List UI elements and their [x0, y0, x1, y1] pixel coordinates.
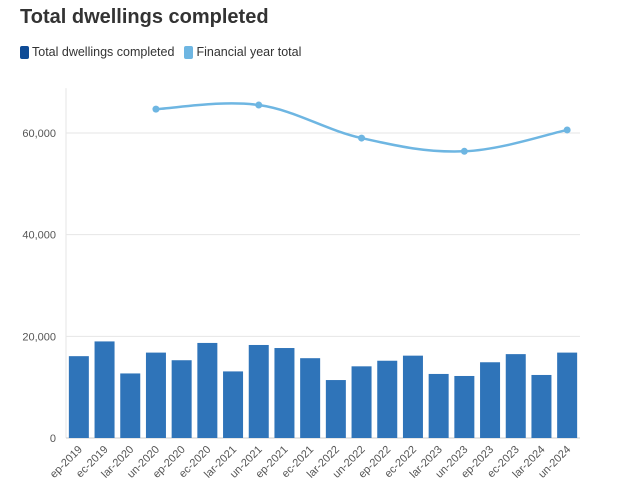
bar-Jun-2020[interactable] — [145, 352, 166, 438]
bar-Mar-2021[interactable] — [223, 371, 244, 438]
bar-Mar-2023[interactable] — [428, 373, 449, 438]
y-tick-label: 60,000 — [22, 128, 56, 140]
y-tick-label: 0 — [50, 433, 56, 445]
bar-Sep-2020[interactable] — [171, 360, 192, 438]
bar-Jun-2021[interactable] — [248, 344, 269, 438]
bar-Dec-2022[interactable] — [402, 355, 423, 438]
bar-series — [68, 341, 578, 438]
bar-Sep-2022[interactable] — [377, 360, 398, 438]
line-point-Jun-2024[interactable] — [563, 126, 571, 134]
legend: Total dwellings completed Financial year… — [20, 45, 301, 59]
line-point-Jun-2023[interactable] — [460, 147, 468, 155]
gridlines — [65, 88, 580, 439]
line-point-Jun-2020[interactable] — [152, 105, 160, 113]
bar-Mar-2024[interactable] — [531, 374, 552, 438]
bar-Dec-2019[interactable] — [94, 341, 115, 438]
line-point-Jun-2022[interactable] — [358, 134, 366, 142]
y-tick-label: 40,000 — [22, 230, 56, 242]
legend-item-financial-year[interactable]: Financial year total — [184, 45, 301, 59]
legend-swatch-financial-year — [184, 45, 194, 59]
bar-Sep-2019[interactable] — [68, 356, 89, 438]
legend-item-dwellings[interactable]: Total dwellings completed — [20, 45, 174, 59]
legend-swatch-dwellings — [20, 45, 29, 59]
bar-Jun-2024[interactable] — [557, 352, 578, 438]
bar-Dec-2023[interactable] — [505, 354, 526, 438]
legend-label-financial-year: Financial year total — [196, 45, 302, 59]
financial-year-line — [155, 102, 568, 153]
bar-Jun-2022[interactable] — [351, 366, 372, 438]
y-tick-label: 20,000 — [22, 331, 56, 343]
line-series — [152, 101, 571, 155]
bar-Mar-2020[interactable] — [120, 373, 141, 438]
bar-Mar-2022[interactable] — [325, 380, 346, 438]
bar-Dec-2021[interactable] — [300, 358, 321, 438]
line-point-Jun-2021[interactable] — [255, 101, 263, 109]
chart-title: Total dwellings completed — [20, 6, 269, 28]
x-axis-labels: ep-2019ec-2019lar-2020un-2020ep-2020ec-2… — [48, 444, 573, 480]
y-axis-labels: 0 20,000 40,000 60,000 — [22, 128, 56, 445]
bar-Sep-2023[interactable] — [480, 362, 501, 438]
bar-Jun-2023[interactable] — [454, 375, 475, 438]
bar-Dec-2020[interactable] — [197, 342, 218, 438]
bar-Sep-2021[interactable] — [274, 348, 295, 438]
legend-label-dwellings: Total dwellings completed — [32, 45, 175, 59]
